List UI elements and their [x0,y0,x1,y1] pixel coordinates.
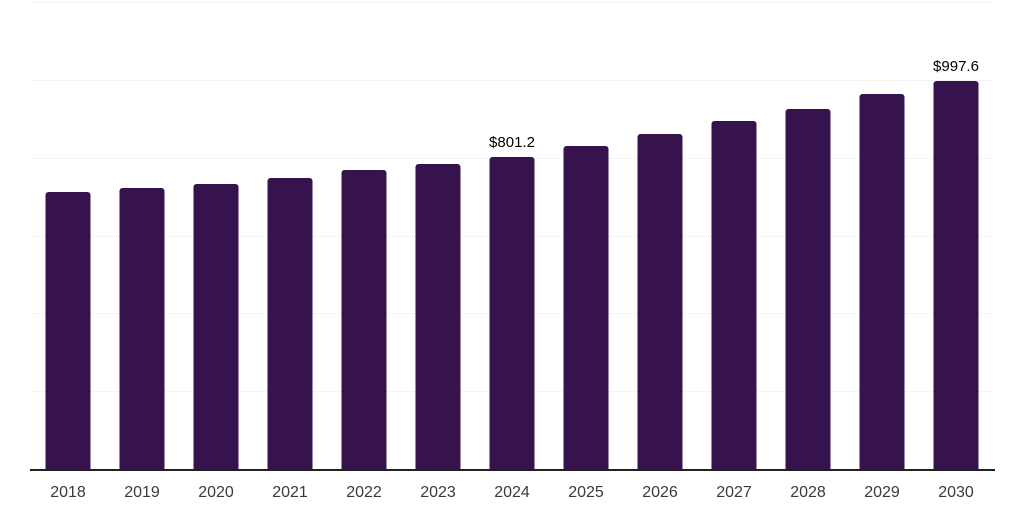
gridline [31,2,993,3]
x-tick-label-2025: 2025 [568,484,604,501]
bar-slot-2023 [401,2,475,469]
x-tick-label-2018: 2018 [50,484,86,501]
bar-slot-2021 [253,2,327,469]
bar-slot-2019 [105,2,179,469]
bar-slot-2028 [771,2,845,469]
bar-2021 [267,177,313,469]
x-tick-label-2021: 2021 [272,484,308,501]
bar-slot-2026 [623,2,697,469]
bar-2022 [341,170,387,469]
bar-2024 [489,157,535,469]
bar-value-label-2024: $801.2 [489,134,535,152]
bar-slot-2018 [31,2,105,469]
x-tick-label-2028: 2028 [790,484,826,501]
bar-2018 [45,191,91,469]
bar-slot-2029 [845,2,919,469]
x-tick-label-2029: 2029 [864,484,900,501]
bar-value-label-2030: $997.6 [933,57,979,75]
x-axis-line [30,469,995,471]
gridline [31,79,993,81]
x-tick-label-2019: 2019 [124,484,160,501]
bar-2028 [785,108,831,469]
bar-slot-2024: $801.2 [475,2,549,469]
bar-2023 [415,163,461,469]
bars-row: $801.2 $997.6 [31,2,993,469]
bar-2019 [119,188,165,469]
x-tick-label-2020: 2020 [198,484,234,501]
bar-slot-2027 [697,2,771,469]
bar-2026 [637,133,683,469]
bar-2027 [711,120,757,469]
plot-area: $801.2 $997.6 [30,2,995,471]
x-tick-label-2022: 2022 [346,484,382,501]
bar-slot-2020 [179,2,253,469]
bar-2020 [193,183,239,469]
x-axis-tick-labels: 2018 2019 2020 2021 2022 2023 2024 2025 2026 2027… [31,483,993,502]
bar-2029 [859,94,905,469]
x-tick-label-2027: 2027 [716,484,752,501]
bar-slot-2030: $997.6 [919,2,993,469]
x-tick-label-2026: 2026 [642,484,678,501]
x-tick-label-2023: 2023 [420,484,456,501]
x-tick-label-2030: 2030 [938,484,974,501]
bar-slot-2022 [327,2,401,469]
x-tick-label-2024: 2024 [494,484,530,501]
bar-2030 [933,80,979,469]
bar-2025 [563,146,609,469]
bar-slot-2025 [549,2,623,469]
